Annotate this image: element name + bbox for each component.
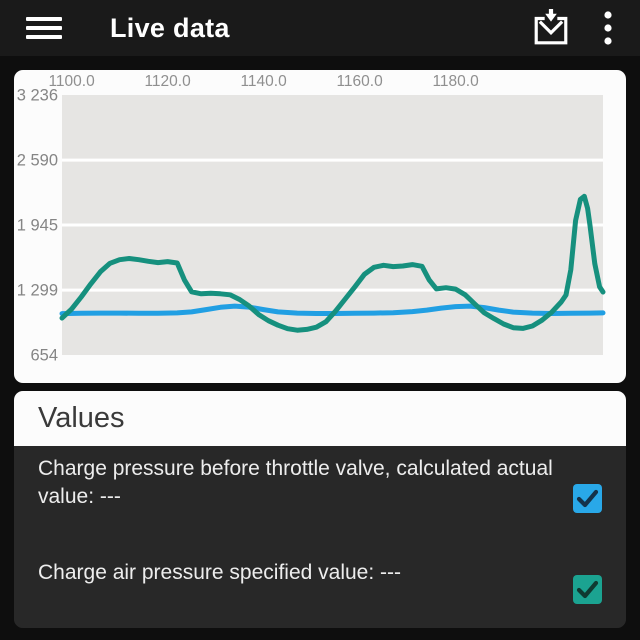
y-axis-tick: 2 590 — [17, 152, 58, 170]
checkbox-charge-pressure-before-throttle[interactable] — [573, 483, 602, 513]
checkmark-icon — [576, 489, 599, 507]
page-title: Live data — [110, 12, 230, 43]
save-log-button[interactable] — [532, 9, 570, 47]
x-axis-tick: 1180.0 — [432, 73, 479, 90]
checkmark-icon — [576, 580, 599, 598]
values-section-title: Values — [38, 402, 125, 434]
values-header: Values — [14, 391, 626, 446]
list-item-label: Charge pressure before throttle valve, c… — [38, 457, 553, 508]
save-log-icon — [534, 9, 568, 45]
x-axis-tick: 1120.0 — [144, 73, 191, 90]
y-axis-tick: 1 945 — [17, 217, 58, 235]
list-item-charge-pressure-before-throttle[interactable]: Charge pressure before throttle valve, c… — [14, 446, 626, 550]
x-axis-tick: 1140.0 — [240, 73, 287, 90]
y-axis-tick: 1 299 — [17, 282, 58, 300]
values-list: Charge pressure before throttle valve, c… — [14, 446, 626, 628]
values-card: Values Charge pressure before throttle v… — [14, 391, 626, 628]
overflow-menu-button[interactable] — [598, 9, 618, 47]
teal-series-line — [59, 193, 606, 333]
list-item-label: Charge air pressure specified value: --- — [38, 561, 401, 584]
more-vertical-icon — [604, 11, 612, 45]
live-data-chart-card: 1100.0 1120.0 1140.0 1160.0 1180.0 3 236… — [14, 70, 626, 383]
list-item-charge-air-pressure-specified[interactable]: Charge air pressure specified value: --- — [14, 550, 626, 628]
app-bar: Live data — [0, 0, 640, 56]
x-axis-tick: 1160.0 — [336, 73, 383, 90]
x-axis-tick: 1100.0 — [48, 73, 95, 90]
checkbox-charge-air-pressure-specified[interactable] — [573, 574, 602, 604]
y-axis-tick: 654 — [30, 347, 58, 365]
y-axis-tick: 3 236 — [17, 87, 58, 105]
hamburger-menu-icon[interactable] — [26, 16, 62, 40]
line-chart: 1100.0 1120.0 1140.0 1160.0 1180.0 3 236… — [17, 73, 606, 365]
